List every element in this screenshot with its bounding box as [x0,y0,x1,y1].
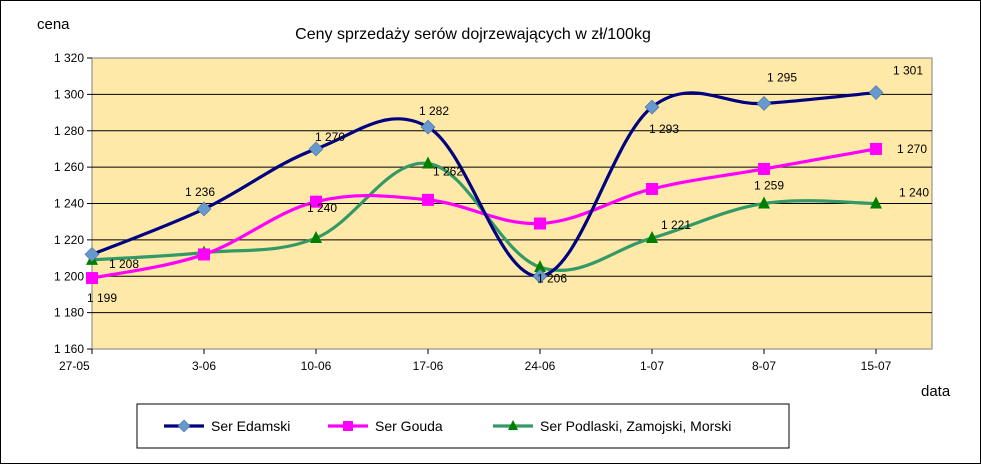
data-point [870,142,882,155]
x-tick-label: 24-06 [525,359,556,373]
y-tick-label: 1 160 [54,342,84,356]
data-point [422,193,434,206]
data-label: 1 262 [433,164,463,178]
series-line [91,90,877,278]
legend-label: Ser Gouda [375,418,443,434]
legend-label: Ser Podlaski, Zamojski, Morski [540,418,731,434]
data-point [198,248,210,261]
data-point [646,182,658,195]
data-point [308,141,324,157]
data-label: 1 295 [767,70,797,84]
legend-marker [177,419,191,433]
data-label: 1 199 [87,291,117,305]
data-point [534,217,546,230]
data-label: 1 221 [661,218,691,232]
series-line [91,147,877,280]
data-point [310,195,322,208]
y-tick-label: 1 240 [54,197,84,211]
data-point [646,231,658,244]
data-label: 1 293 [649,122,679,136]
data-point [756,96,772,111]
x-axis-label: data [921,383,951,400]
data-point [868,85,884,100]
y-tick-label: 1 320 [54,51,84,65]
data-point [422,156,434,169]
y-tick-label: 1 180 [54,306,84,320]
legend-label: Ser Edamski [211,418,290,434]
x-tick-label: 8-07 [752,359,776,373]
y-tick-label: 1 200 [54,269,84,283]
x-tick-label: 17-06 [413,359,444,373]
data-label: 1 301 [893,64,923,78]
y-tick-label: 1 300 [54,87,84,101]
data-point [758,162,770,175]
x-tick-label: 15-07 [861,359,892,373]
data-label: 1 240 [307,201,337,215]
legend-box [136,403,790,449]
x-tick-label: 10-06 [301,359,332,373]
x-tick-label: 3-06 [192,359,216,373]
data-point [196,201,212,217]
legend-marker [343,421,353,431]
data-label: 1 282 [419,104,449,118]
data-label: 1 270 [315,130,345,144]
data-label: 1 240 [899,186,929,200]
y-tick-label: 1 260 [54,160,84,174]
data-label: 1 206 [537,271,567,285]
data-point [84,247,100,262]
data-label: 1 259 [754,179,784,193]
legend: Ser Edamski Ser Gouda Ser Podlaski, Zamojs… [136,403,790,449]
data-label: 1 236 [185,185,215,199]
y-axis-label: cena [37,16,70,33]
y-tick-label: 1 220 [54,233,84,247]
data-point [758,196,770,209]
data-point [644,99,660,115]
data-point [870,196,882,209]
data-point [86,272,98,285]
data-point [532,268,548,284]
legend-marker [508,420,518,430]
data-label: 1 208 [109,257,139,271]
data-point [420,119,436,135]
data-point [534,260,546,273]
x-tick-label: 27-05 [59,359,90,373]
chart-title: Ceny sprzedaży serów dojrzewających w zł… [295,26,651,43]
y-tick-label: 1 280 [54,124,84,138]
data-point [310,231,322,244]
x-tick-label: 1-07 [640,359,664,373]
data-label: 1 270 [897,142,927,156]
